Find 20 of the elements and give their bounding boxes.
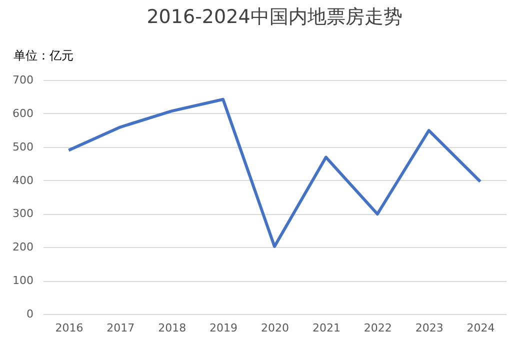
x-tick-label: 2024: [466, 322, 495, 334]
line-series: [67, 98, 482, 248]
x-tick-label: 2016: [55, 322, 84, 334]
x-tick-label: 2023: [415, 322, 444, 334]
y-tick-label: 200: [12, 240, 34, 254]
y-tick-label: 100: [12, 274, 34, 288]
x-tick-label: 2020: [261, 322, 289, 334]
y-tick-label: 0: [26, 308, 34, 320]
y-tick-label: 600: [12, 106, 34, 120]
x-tick-label: 2017: [106, 322, 135, 334]
y-tick-label: 700: [12, 74, 34, 86]
x-tick-label: 2021: [312, 322, 340, 334]
y-tick-label: 400: [12, 174, 34, 187]
chart-title: 2016-2024中国内地票房走势: [146, 6, 402, 28]
x-tick-label: 2022: [364, 322, 392, 334]
y-axis-title: 单位：亿元: [14, 48, 74, 62]
x-tick-label: 2018: [158, 322, 186, 334]
x-tick-label: 2019: [210, 322, 238, 334]
y-tick-label: 500: [12, 140, 34, 154]
y-tick-label: 300: [12, 207, 34, 220]
